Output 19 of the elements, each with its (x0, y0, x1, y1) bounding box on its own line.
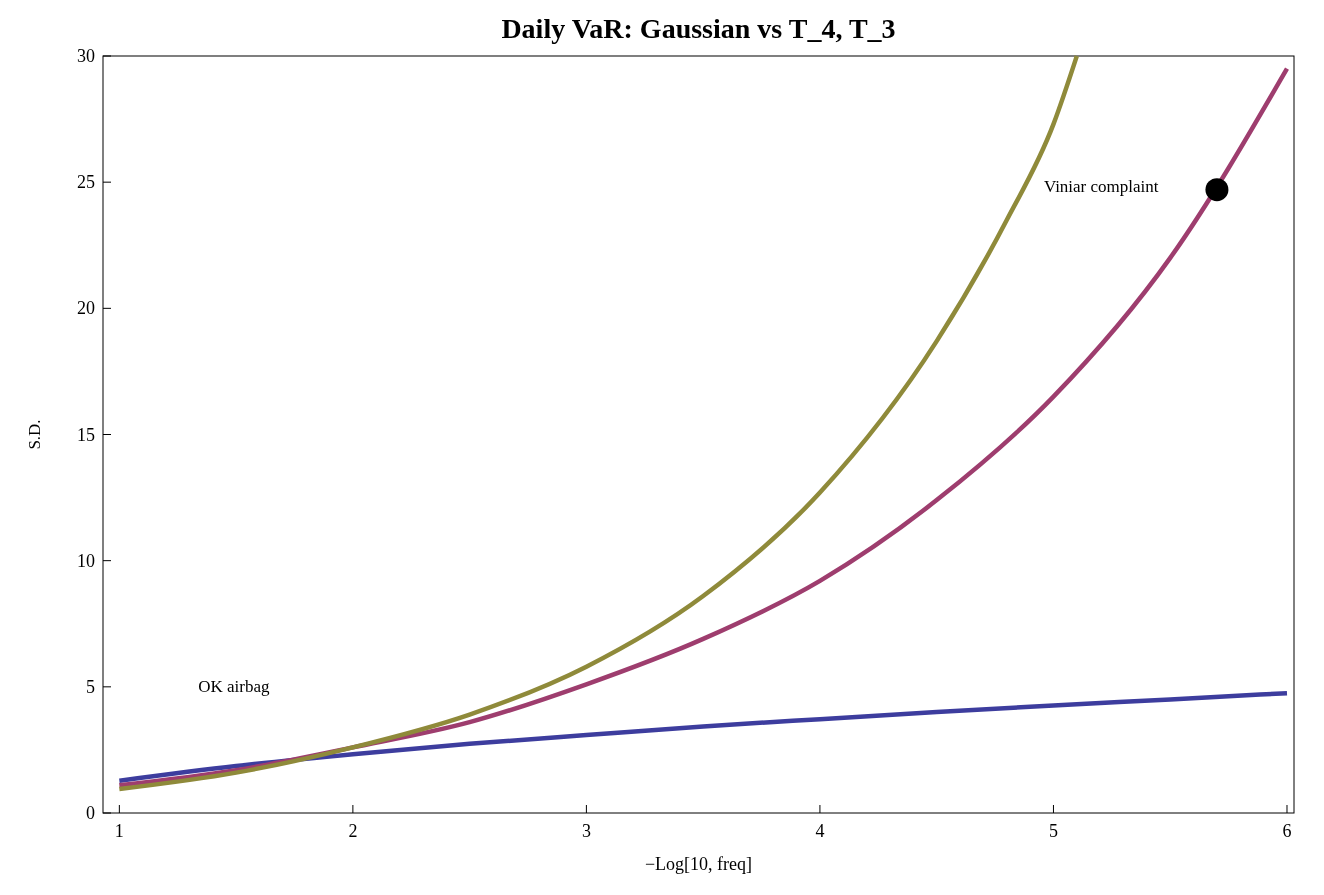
y-tick-label: 30 (77, 46, 95, 66)
y-tick-label: 0 (86, 803, 95, 823)
x-tick-label: 6 (1282, 821, 1292, 841)
x-axis-title: −Log[10, freq] (644, 854, 753, 874)
y-tick-label: 20 (77, 298, 95, 319)
x-tick-label: 2 (348, 821, 358, 841)
y-tick-label: 10 (77, 550, 95, 571)
annotation: OK airbag (198, 676, 271, 696)
x-tick-label: 3 (581, 821, 591, 841)
y-tick-label: 15 (77, 424, 95, 445)
y-axis-title: S.D. (25, 419, 44, 450)
chart-title: Daily VaR: Gaussian vs T_4, T_3 (501, 13, 896, 44)
x-tick-label: 1 (114, 821, 124, 841)
annotation: Viniar complaint (1043, 177, 1159, 197)
x-tick-label: 5 (1048, 821, 1058, 841)
y-tick-label: 25 (77, 172, 95, 193)
x-tick-label: 4 (815, 821, 825, 841)
y-tick-label: 5 (86, 676, 95, 697)
line-series (117, 66, 1290, 788)
